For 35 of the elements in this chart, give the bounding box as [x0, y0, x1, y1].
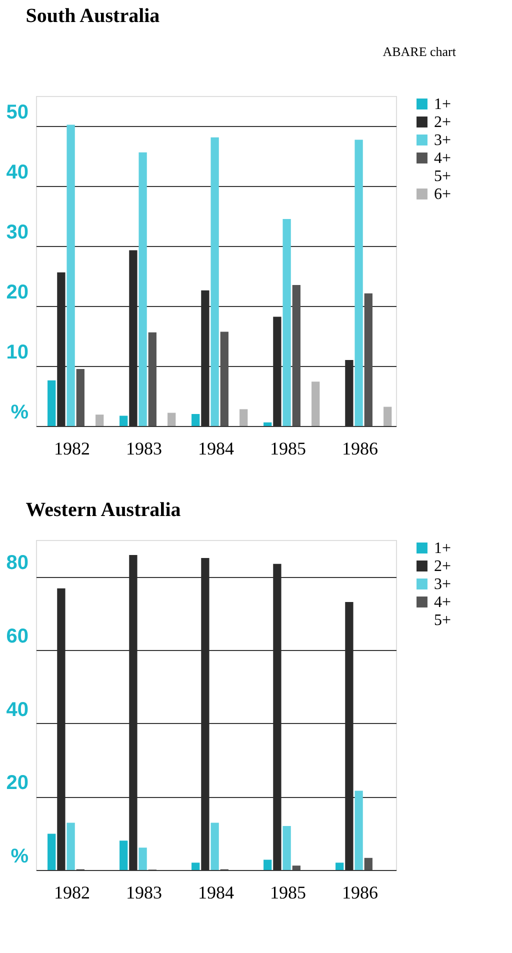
- x-tick-label: 1984: [198, 882, 234, 902]
- chart-title: Western Australia: [26, 499, 181, 521]
- y-tick-label: 80: [6, 552, 28, 574]
- text: 5+: [434, 168, 452, 185]
- x-tick-label: 1985: [270, 882, 306, 902]
- y-tick-label: %: [10, 402, 29, 424]
- y-tick-label: 20: [6, 772, 28, 794]
- x-tick-label: 1982: [54, 438, 90, 458]
- legend-label: 6+: [434, 186, 452, 203]
- y-tick-label: 10: [6, 342, 28, 364]
- text: 5+: [434, 612, 452, 629]
- x-tick-label: 1983: [126, 438, 162, 458]
- y-tick-label: 30: [6, 222, 28, 244]
- y-tick-label: 50: [6, 102, 28, 124]
- legend-label: 1+: [434, 540, 452, 557]
- y-tick-label: 40: [6, 162, 28, 184]
- legend-label: 2+: [434, 114, 452, 131]
- legend-label: 4+: [434, 150, 452, 167]
- legend-label: 4+: [434, 594, 452, 611]
- text: ABARE chart: [382, 44, 456, 59]
- legend-label: 3+: [434, 576, 452, 593]
- x-tick-label: 1986: [342, 882, 378, 902]
- legend-label: 3+: [434, 132, 452, 149]
- x-tick-label: 1985: [270, 438, 306, 458]
- y-tick-label: %: [10, 846, 29, 868]
- y-tick-label: 60: [6, 626, 28, 648]
- x-tick-label: 1982: [54, 882, 90, 902]
- y-tick-label: 40: [6, 698, 28, 721]
- legend-label: 2+: [434, 558, 452, 575]
- legend-label: 1+: [434, 96, 452, 113]
- x-tick-label: 1984: [198, 438, 234, 458]
- x-tick-label: 1986: [342, 438, 378, 458]
- y-tick-label: 20: [6, 282, 28, 304]
- x-tick-label: 1983: [126, 882, 162, 902]
- chart-title: South Australia: [26, 5, 160, 27]
